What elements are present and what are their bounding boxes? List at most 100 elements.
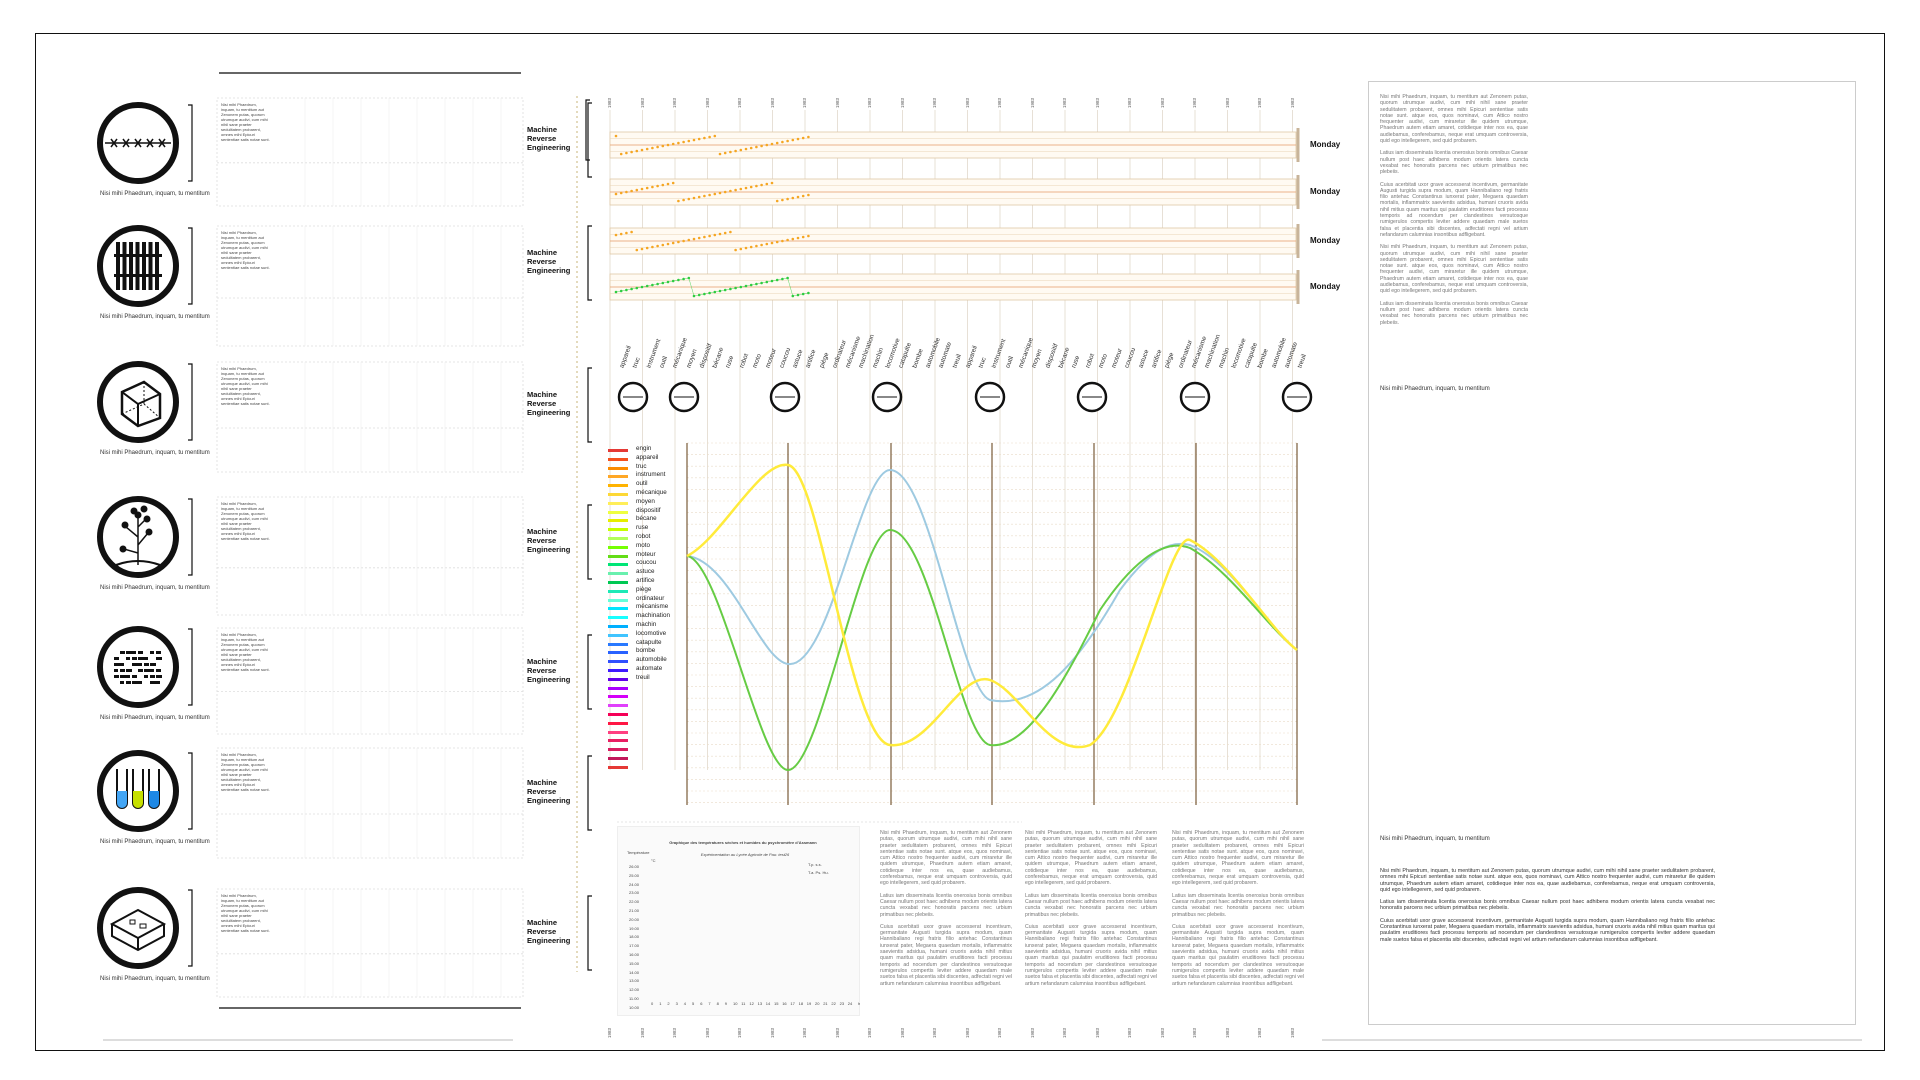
timeline-dot [729,189,732,193]
timeline-dot [713,134,717,138]
machine-reverse-engineering-label: Machine Reverse Engineering [527,527,571,554]
text-glyph [126,675,130,678]
temp-ytick: 23.00 [629,890,640,896]
temp-xunit: h [858,1001,861,1006]
temp-ytick: 10.00 [629,1004,640,1010]
text-glyph [120,651,125,654]
temp-ytick: 25.00 [629,872,640,878]
timeline-dot [708,234,711,238]
legend-label: robot [636,533,651,540]
timeline-dot [807,135,810,139]
plant-stem [123,517,149,565]
year-tick-bottom: 1983 [932,1027,937,1038]
temp-xtick: 19 [806,1001,812,1006]
icon-bracket [188,363,193,441]
temp-chart-unit: °C [651,858,656,863]
timeline-dot [640,247,644,251]
timeline-dot [687,197,691,201]
temp-xtick: 10 [733,1001,738,1006]
timeline-dot [635,149,639,153]
text-glyph [120,669,125,672]
timeline-dot [781,239,784,243]
legend-label: bombe [636,647,656,655]
room-object [139,923,147,929]
year-tick-top: 1983 [704,97,710,108]
timeline-dot [651,146,654,150]
text-table [216,888,524,998]
timeline-dot [739,247,743,251]
timeline-dot [677,141,680,145]
year-tick-bottom: 1983 [867,1027,872,1038]
timeline-dot [697,236,701,240]
paragraph: Nisi mihi Phaedrum, inquam, tu mentitum … [1380,244,1528,295]
timeline-dot [760,183,763,187]
temp-xtick: 0 [651,1001,654,1006]
timeline-dot [708,135,711,139]
legend-swatch [608,695,628,699]
year-tick-bottom: 1983 [1289,1027,1295,1038]
timeline-dot [796,137,800,141]
timeline-dot [666,182,670,186]
plant-ground [115,560,161,566]
timeline-dot [703,194,706,198]
timeline-dot [619,232,623,236]
text-table [216,747,524,859]
timeline-dot [749,146,753,150]
legend-swatch [608,765,628,769]
table-note: Nisi mihi Phaedrum, inquam, tu mentitum … [221,230,270,270]
graph-caption: Nisi mihi Phaedrum, inquam, tu mentitum [1380,836,1490,842]
legend-swatch [608,721,628,725]
temp-xtick: 21 [823,1001,828,1006]
temp-chart-ylabel: Température [627,850,650,855]
timeline-dot [713,233,717,237]
icon-bracket [188,889,193,967]
text-glyph [114,675,119,678]
text-glyph [132,675,137,678]
legend-swatch [608,572,628,576]
temp-ytick: 22.00 [629,899,640,905]
legend-swatch [608,651,628,655]
legend-label: moyen [636,497,655,505]
year-tick-bottom: 1983 [769,1027,775,1038]
timeline-dot [619,152,623,156]
text-table [216,496,524,616]
text-glyph [126,651,132,654]
barb [110,138,118,148]
temp-xtick: 7 [708,1001,711,1006]
timeline-dot [635,248,639,252]
text-table [216,627,524,735]
temp-ytick: 17.00 [629,943,640,949]
temp-xtick: 2 [667,1001,670,1006]
year-tick-top: 1983 [639,97,645,108]
label-bracket [587,225,592,301]
timeline-dot [781,140,784,144]
legend-swatch [608,581,628,584]
test-tubes-icon [97,750,179,832]
timeline-dot [671,142,675,146]
timeline-dot [656,184,659,188]
temp-ytick: 24.00 [629,881,640,887]
paragraph: Latius iam disseminata licentia onerosiu… [1172,892,1304,918]
timeline-dot [796,195,800,199]
temperature-chart-panel [617,826,860,1016]
timeline-dot [682,198,685,202]
fence-post [129,242,133,290]
paragraph: Latius iam disseminata licentia onerosiu… [880,892,1012,918]
fence-post [142,242,146,290]
timeline-dot [677,240,680,244]
legend-swatch [608,757,628,760]
timeline-dot [661,183,665,187]
year-tick-bottom: 1983 [1029,1027,1035,1038]
year-tick-top: 1983 [769,97,775,108]
year-tick-top: 1983 [1192,97,1197,108]
timeline-dot [723,231,727,235]
icon-caption: Nisi mihi Phaedrum, inquam, tu mentitum [100,839,210,845]
timeline-dot [729,150,732,154]
legend-label: outil [636,480,648,488]
year-tick-top: 1983 [867,97,872,108]
paragraph: Cuius acerbitati uxor grave accesserat i… [1380,917,1715,943]
curve-blue [686,468,1298,703]
text-glyph [144,675,148,678]
timeline-bracket [585,99,590,161]
temp-xtick: 22 [831,1001,836,1006]
